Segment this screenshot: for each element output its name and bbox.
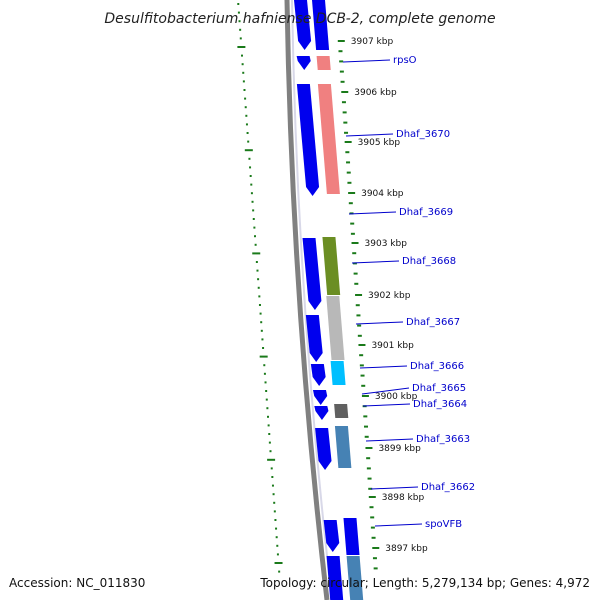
gene-label-link [348, 211, 397, 215]
feature-spoVFB [343, 518, 360, 555]
kbp-label: 3904 kbp [361, 189, 404, 199]
kbp-label: 3903 kbp [365, 239, 408, 249]
cds-arrow [296, 56, 311, 70]
kbp-label: 3901 kbp [371, 341, 414, 351]
map-title: Desulfitobacterium hafniense DCB-2, comp… [104, 11, 495, 27]
gene-label: Dhaf_3663 [416, 434, 470, 445]
kbp-label: 3898 kbp [382, 493, 425, 503]
feature-dhaf-3666 [330, 361, 346, 385]
kbp-label: 3905 kbp [358, 138, 401, 148]
kbp-label: 3900 kbp [375, 392, 418, 402]
gene-label-link [365, 438, 414, 442]
gene-label: Dhaf_3664 [413, 399, 467, 410]
gene-label-link [374, 523, 423, 527]
feature-tracks [294, 0, 364, 600]
backbone-line [284, 0, 330, 600]
cds-arrow [305, 315, 323, 362]
gene-label-link [355, 321, 404, 325]
feature-dhaf-3663 [334, 426, 352, 468]
gene-label: spoVFB [425, 519, 462, 530]
kbp-label: 3897 kbp [385, 544, 428, 554]
feature-dhaf-3670 [317, 84, 340, 194]
feature-dhaf-3668 [322, 237, 341, 295]
gene-label: Dhaf_3665 [412, 383, 466, 394]
cds-arrow [302, 238, 322, 310]
gene-label: Dhaf_3669 [399, 207, 453, 218]
feature-dhaf-3664 [334, 404, 349, 418]
backbone-track [284, 0, 333, 600]
gene-label-link [351, 260, 400, 264]
gene-label-link [342, 59, 391, 63]
gene-label: Dhaf_3670 [396, 129, 450, 140]
backbone-highlight [291, 0, 333, 600]
gene-label: Dhaf_3662 [421, 482, 475, 493]
cds-block [326, 556, 344, 600]
kbp-label: 3902 kbp [368, 291, 411, 301]
topology-label: Topology: circular; Length: 5,279,134 bp… [259, 576, 590, 590]
accession-label: Accession: NC_011830 [9, 576, 145, 590]
gene-label-link [345, 133, 394, 137]
feature-inner-bottom [346, 556, 364, 600]
kbp-label: 3907 kbp [351, 37, 394, 47]
gene-label-link [361, 387, 410, 395]
cds-block-inner [312, 0, 330, 50]
cds-arrow [315, 428, 332, 470]
cds-arrow [310, 364, 326, 386]
feature-dhaf-3667 [326, 296, 345, 360]
feature-rpsO [316, 56, 331, 70]
kbp-label: 3906 kbp [354, 88, 397, 98]
gene-label: Dhaf_3667 [406, 317, 460, 328]
kbp-label: 3899 kbp [378, 444, 421, 454]
gene-labels: rpsO Dhaf_3670 Dhaf_3669 Dhaf_3668 Dhaf_3667… [342, 55, 475, 530]
cds-arrow [323, 520, 340, 552]
gene-label: Dhaf_3666 [410, 361, 464, 372]
gene-label: rpsO [393, 55, 417, 66]
kbp-ruler: 3907 kbp 3906 kbp 3905 kbp 3904 kbp 3903 kbp… [337, 37, 428, 570]
gene-label-link [359, 365, 408, 369]
gene-label-link [370, 486, 419, 490]
cds-arrow [296, 84, 320, 196]
cds-arrow [314, 406, 329, 420]
cds-arrow [312, 390, 328, 405]
gc-skew-track [237, 3, 283, 573]
gene-label: Dhaf_3668 [402, 256, 456, 267]
gene-label-link [362, 403, 411, 407]
cds-arrow [294, 0, 312, 50]
